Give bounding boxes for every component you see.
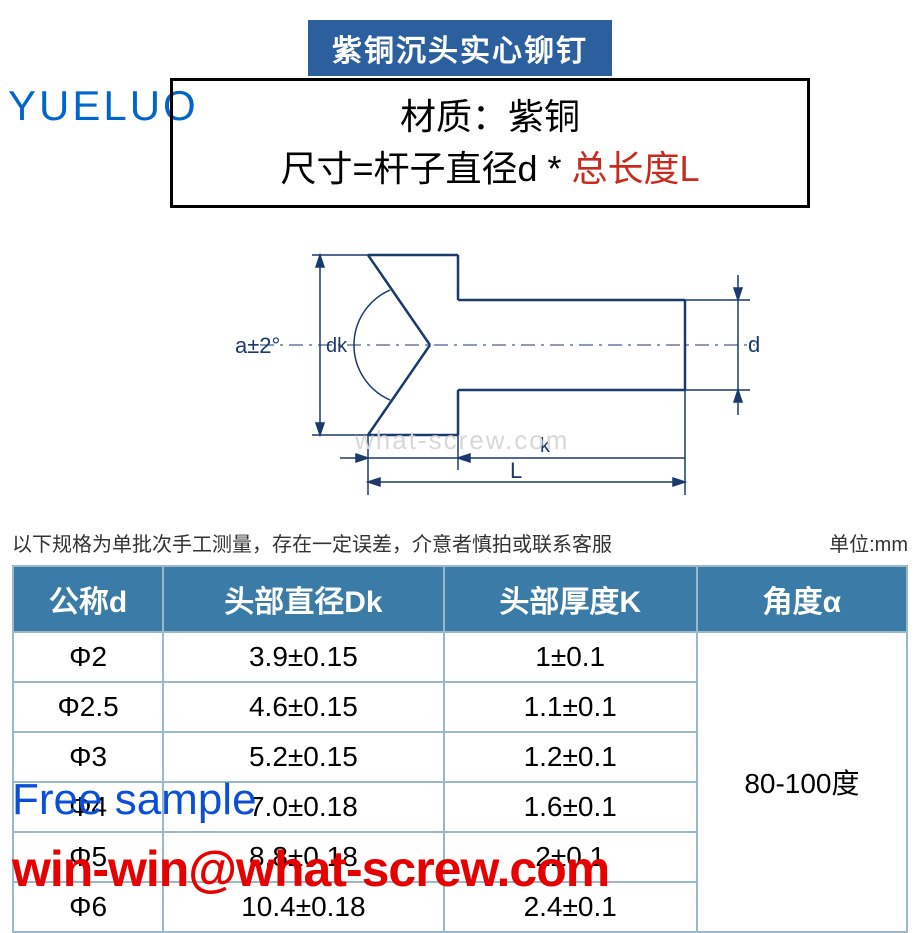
email-overlay: win-win@what-screw.com [12,840,609,898]
cell-dk: 4.6±0.15 [163,682,443,732]
cell-k: 1.6±0.1 [444,782,697,832]
cell-k: 1.2±0.1 [444,732,697,782]
header-banner: 紫铜沉头实心铆钉 [308,20,612,76]
note-left: 以下规格为单批次手工测量，存在一定误差，介意者慎拍或联系客服 [12,528,612,557]
diagram-label-a: a±2° [235,333,280,358]
diagram-label-d: d [748,332,760,357]
diagram-label-dk: dk [326,335,348,357]
note-right: 单位:mm [829,528,908,557]
cell-angle: 80-100度 [697,632,907,932]
cell-dk: 3.9±0.15 [163,632,443,682]
cell-d: Φ2.5 [13,682,163,732]
col-head-dk: 头部直径Dk [163,566,443,632]
table-row: Φ2 3.9±0.15 1±0.1 80-100度 [13,632,907,682]
watermark-text: what-screw.com [355,425,569,456]
col-nominal-d: 公称d [13,566,163,632]
diagram-svg: a±2° dk d k L [140,220,780,500]
rivet-diagram: a±2° dk d k L [140,220,780,500]
col-angle: 角度α [697,566,907,632]
cell-d: Φ2 [13,632,163,682]
spec-dimension: 尺寸=杆子直径d * 总长度L [191,143,789,195]
table-header-row: 公称d 头部直径Dk 头部厚度K 角度α [13,566,907,632]
free-sample-overlay: Free sample [12,775,257,825]
cell-k: 1±0.1 [444,632,697,682]
cell-k: 1.1±0.1 [444,682,697,732]
spec-dim-prefix: 尺寸=杆子直径d * [280,148,561,189]
spec-dim-highlight: 总长度L [572,148,700,189]
diagram-label-L: L [510,458,522,483]
col-head-k: 头部厚度K [444,566,697,632]
spec-box: 材质：紫铜 尺寸=杆子直径d * 总长度L [170,78,810,208]
header-title: 紫铜沉头实心铆钉 [332,35,588,68]
spec-material: 材质：紫铜 [191,91,789,143]
note-row: 以下规格为单批次手工测量，存在一定误差，介意者慎拍或联系客服 单位:mm [12,528,908,557]
